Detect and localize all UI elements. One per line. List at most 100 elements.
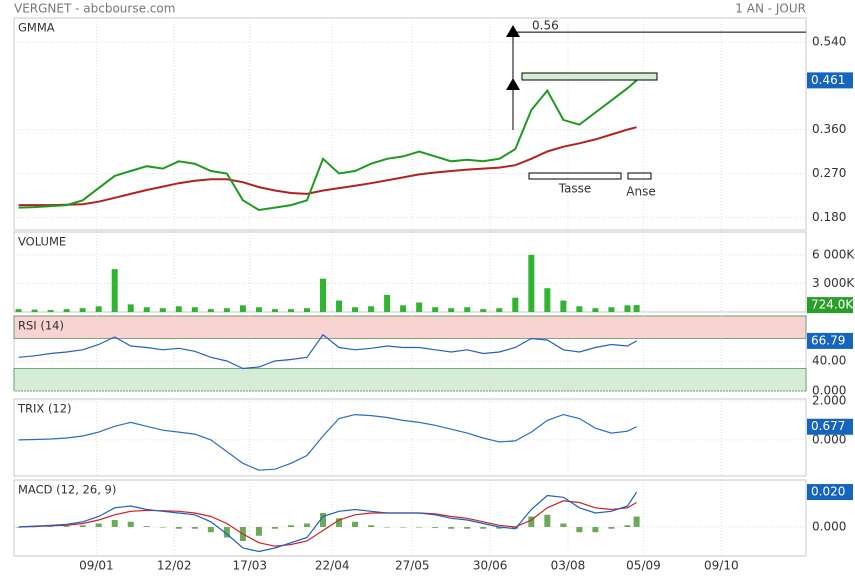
current-value-label: 0.677 bbox=[811, 419, 845, 433]
y-tick-label: 40.00 bbox=[812, 354, 846, 368]
bar bbox=[592, 526, 599, 533]
bar bbox=[592, 308, 599, 312]
bar bbox=[608, 307, 615, 312]
panel-title: RSI (14) bbox=[18, 319, 64, 333]
bar bbox=[95, 523, 102, 527]
bar bbox=[31, 309, 38, 312]
pattern-decorations: Tasse Anse bbox=[506, 25, 658, 199]
y-tick-label: 0.000 bbox=[812, 384, 846, 398]
bar bbox=[79, 308, 86, 312]
bar bbox=[287, 525, 294, 527]
bar bbox=[79, 525, 86, 527]
bar bbox=[400, 305, 407, 312]
x-tick-label: 09/10 bbox=[704, 559, 739, 573]
bar bbox=[271, 526, 278, 529]
panel-frame bbox=[13, 398, 807, 477]
bar bbox=[576, 306, 583, 312]
band bbox=[13, 315, 807, 339]
current-value-label: 724.0K bbox=[811, 298, 854, 312]
bar bbox=[191, 526, 198, 529]
bar bbox=[207, 309, 214, 312]
x-tick-label: 17/03 bbox=[232, 559, 267, 573]
y-tick-label: 0.000 bbox=[812, 432, 846, 446]
bar bbox=[159, 526, 166, 528]
bar bbox=[47, 310, 54, 312]
bar bbox=[416, 302, 423, 312]
current-value-box bbox=[807, 484, 853, 501]
bar bbox=[416, 526, 423, 528]
series-line bbox=[18, 413, 637, 471]
bar bbox=[496, 526, 503, 529]
bar bbox=[512, 297, 519, 312]
bar bbox=[287, 309, 294, 312]
x-tick-label: 22/04 bbox=[315, 559, 350, 573]
current-value-box bbox=[807, 297, 853, 314]
current-value-box bbox=[807, 72, 853, 89]
bar bbox=[480, 309, 487, 312]
x-tick-label: 30/06 bbox=[473, 559, 508, 573]
arrow-head bbox=[506, 78, 520, 90]
anse-bracket bbox=[627, 172, 652, 180]
bar bbox=[63, 526, 70, 527]
panel-frame bbox=[13, 17, 807, 231]
target-label: 0.56 bbox=[532, 19, 559, 33]
bar bbox=[352, 521, 359, 527]
y-tick-label: 0.270 bbox=[812, 166, 846, 180]
bar bbox=[400, 526, 407, 528]
current-value-label: 0.461 bbox=[811, 73, 845, 87]
bar bbox=[432, 307, 439, 312]
pattern-label: Tasse bbox=[558, 182, 592, 196]
current-value-label: 66.79 bbox=[811, 333, 845, 347]
bar bbox=[303, 308, 310, 312]
bar bbox=[159, 308, 166, 312]
bar bbox=[175, 526, 182, 529]
bar bbox=[464, 526, 471, 529]
panel-frame bbox=[13, 231, 807, 313]
pattern-label: Anse bbox=[626, 185, 655, 199]
series-line bbox=[18, 79, 638, 212]
y-tick-label: 0.180 bbox=[812, 210, 846, 224]
x-tick-label: 05/09 bbox=[626, 559, 661, 573]
bar bbox=[63, 309, 70, 312]
y-tick-label: 3 000K bbox=[812, 276, 855, 290]
y-tick-label: 0.000 bbox=[812, 519, 846, 533]
bar bbox=[271, 309, 278, 312]
bar bbox=[111, 269, 118, 312]
bar bbox=[223, 526, 230, 538]
band bbox=[13, 368, 807, 392]
current-value-box bbox=[807, 332, 853, 349]
y-tick-label: 2.000 bbox=[812, 393, 846, 407]
bar bbox=[303, 523, 310, 527]
x-tick-label: 12/02 bbox=[157, 559, 192, 573]
bar bbox=[560, 300, 567, 312]
panel-title: VOLUME bbox=[18, 235, 66, 249]
bar bbox=[223, 308, 230, 312]
current-value-label: 0.020 bbox=[811, 485, 845, 499]
bar bbox=[207, 526, 214, 533]
bar bbox=[608, 526, 615, 529]
bar bbox=[143, 307, 150, 312]
bar bbox=[143, 526, 150, 527]
bar bbox=[336, 300, 343, 312]
bar bbox=[255, 307, 262, 312]
panel-title: GMMA bbox=[18, 21, 55, 35]
series-line bbox=[18, 500, 637, 547]
bar bbox=[368, 525, 375, 527]
bar bbox=[576, 526, 583, 533]
bar bbox=[544, 288, 551, 312]
panel-frame bbox=[13, 479, 807, 557]
x-tick-label: 27/05 bbox=[395, 559, 430, 573]
y-tick-label: 6 000K bbox=[812, 247, 855, 261]
bar bbox=[560, 523, 567, 527]
series-line bbox=[18, 491, 638, 553]
bar bbox=[320, 513, 327, 527]
tasse-bracket bbox=[528, 172, 622, 180]
bar bbox=[633, 516, 640, 527]
bar bbox=[544, 514, 551, 527]
bar bbox=[47, 526, 54, 527]
bar bbox=[239, 305, 246, 312]
bar bbox=[624, 305, 631, 312]
bar bbox=[336, 518, 343, 527]
bar bbox=[448, 526, 455, 529]
